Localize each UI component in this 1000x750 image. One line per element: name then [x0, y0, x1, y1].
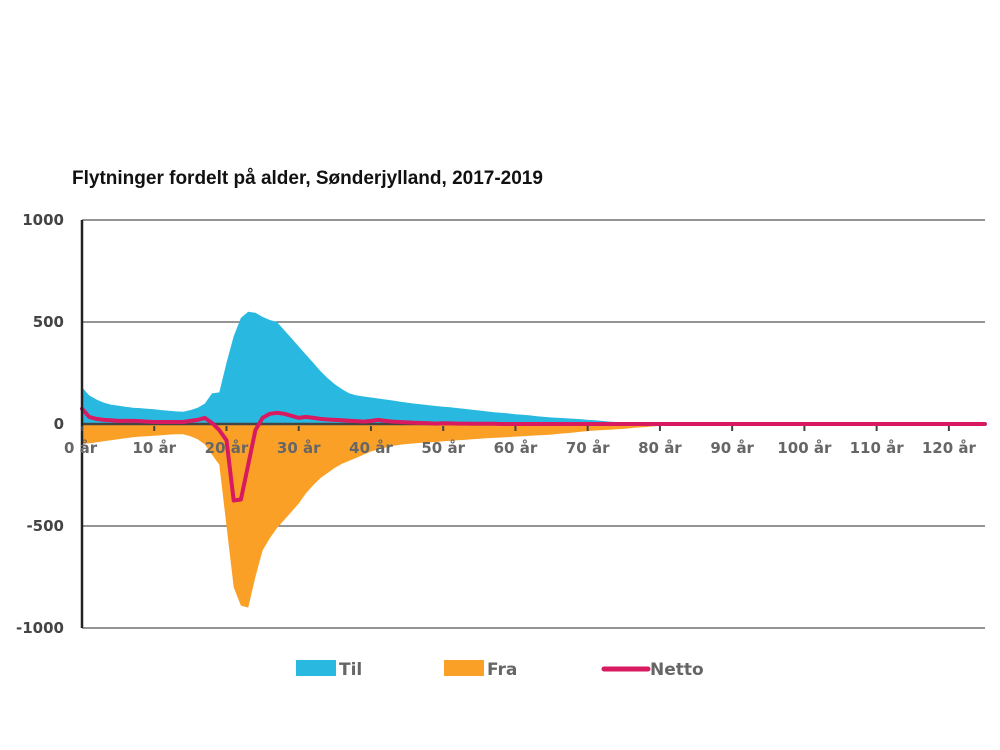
y-tick-label: 1000 — [22, 211, 64, 229]
x-tick-label: 60 år — [494, 439, 538, 457]
x-tick-label: 0 år — [64, 439, 98, 457]
x-tick-label: 40 år — [349, 439, 393, 457]
series-fra-area — [82, 424, 985, 608]
x-tick-label: 100 år — [777, 439, 832, 457]
series-til-area — [82, 311, 985, 424]
x-tick-label: 10 år — [132, 439, 176, 457]
legend-netto-label: Netto — [650, 660, 704, 680]
legend-fra-swatch — [444, 660, 484, 676]
series-netto-line — [80, 406, 987, 503]
y-tick-label: -1000 — [16, 619, 64, 637]
x-tick-label: 30 år — [277, 439, 321, 457]
y-tick-label: 500 — [33, 313, 64, 331]
x-tick-label: 90 år — [710, 439, 754, 457]
legend-til-label: Til — [339, 660, 362, 680]
x-tick-label: 70 år — [566, 439, 610, 457]
legend-til-swatch — [296, 660, 336, 676]
x-tick-label: 20 år — [205, 439, 249, 457]
x-tick-label: 80 år — [638, 439, 682, 457]
x-tick-label: 110 år — [850, 439, 905, 457]
chart-title: Flytninger fordelt på alder, Sønderjylla… — [72, 168, 543, 189]
legend-fra-label: Fra — [487, 660, 517, 680]
y-tick-label: -500 — [26, 517, 64, 535]
y-tick-label: 0 — [54, 415, 64, 433]
x-tick-label: 50 år — [421, 439, 465, 457]
x-tick-label: 120 år — [922, 439, 977, 457]
